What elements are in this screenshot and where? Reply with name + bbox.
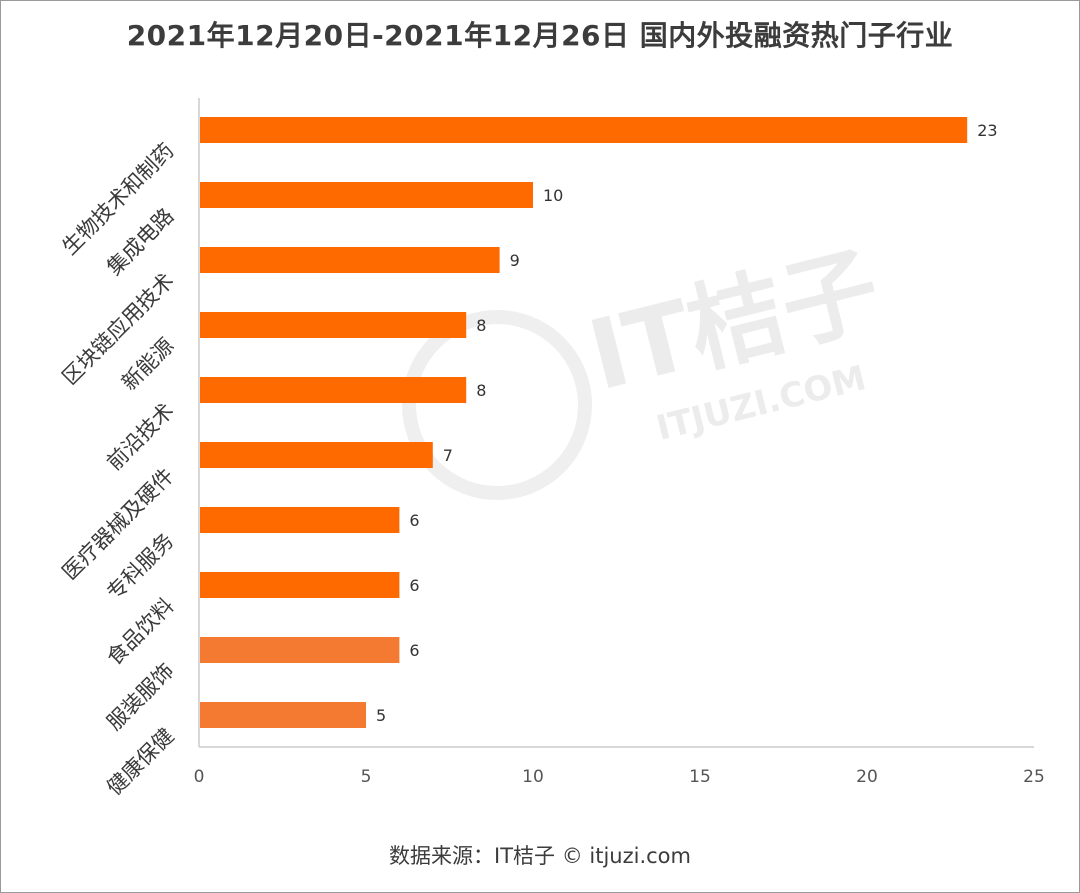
bar <box>200 182 533 208</box>
data-label: 8 <box>476 381 486 400</box>
category-label: 区块链应用技术 <box>58 269 179 390</box>
category-label: 新能源 <box>117 334 179 396</box>
bar <box>200 702 366 728</box>
watermark: IT桔子 ITJUZI.COM <box>402 233 890 500</box>
data-label: 8 <box>476 316 486 335</box>
data-label: 23 <box>977 121 997 140</box>
category-label: 前沿技术 <box>102 399 178 475</box>
source-note: 数据来源：IT桔子 © itjuzi.com <box>389 844 691 868</box>
data-label: 6 <box>409 576 419 595</box>
x-tick-label: 10 <box>522 767 544 787</box>
bar <box>200 507 400 533</box>
bars <box>200 117 968 728</box>
bar <box>200 117 968 143</box>
data-label: 7 <box>443 446 453 465</box>
x-tick-labels: 0 5 10 15 20 25 <box>194 767 1045 787</box>
category-label: 服装服饰 <box>102 659 178 735</box>
x-tick-label: 0 <box>194 767 205 787</box>
data-label: 5 <box>376 706 386 725</box>
bar <box>200 312 467 338</box>
bar <box>200 377 467 403</box>
x-tick-label: 15 <box>689 767 711 787</box>
data-labels: 23 10 9 8 8 7 6 6 6 5 <box>376 121 998 725</box>
data-label: 6 <box>409 641 419 660</box>
watermark-logo-circle <box>402 310 592 500</box>
bar <box>200 442 433 468</box>
data-label: 10 <box>543 186 563 205</box>
x-tick-label: 5 <box>361 767 372 787</box>
data-label: 9 <box>510 251 520 270</box>
data-label: 6 <box>409 511 419 530</box>
category-label: 医疗器械及硬件 <box>58 464 179 585</box>
bar <box>200 637 400 663</box>
chart-title: 2021年12月20日-2021年12月26日 国内外投融资热门子行业 <box>126 19 954 52</box>
axes <box>198 98 1034 748</box>
category-labels: 生物技术和制药集成电路区块链应用技术新能源前沿技术医疗器械及硬件专科服务食品饮料… <box>58 139 179 800</box>
category-label: 生物技术和制药 <box>58 139 179 260</box>
x-tick-label: 25 <box>1023 767 1045 787</box>
bar <box>200 572 400 598</box>
category-label: 健康保健 <box>102 724 178 800</box>
category-label: 食品饮料 <box>102 594 178 670</box>
x-tick-label: 20 <box>856 767 878 787</box>
bar <box>200 247 500 273</box>
